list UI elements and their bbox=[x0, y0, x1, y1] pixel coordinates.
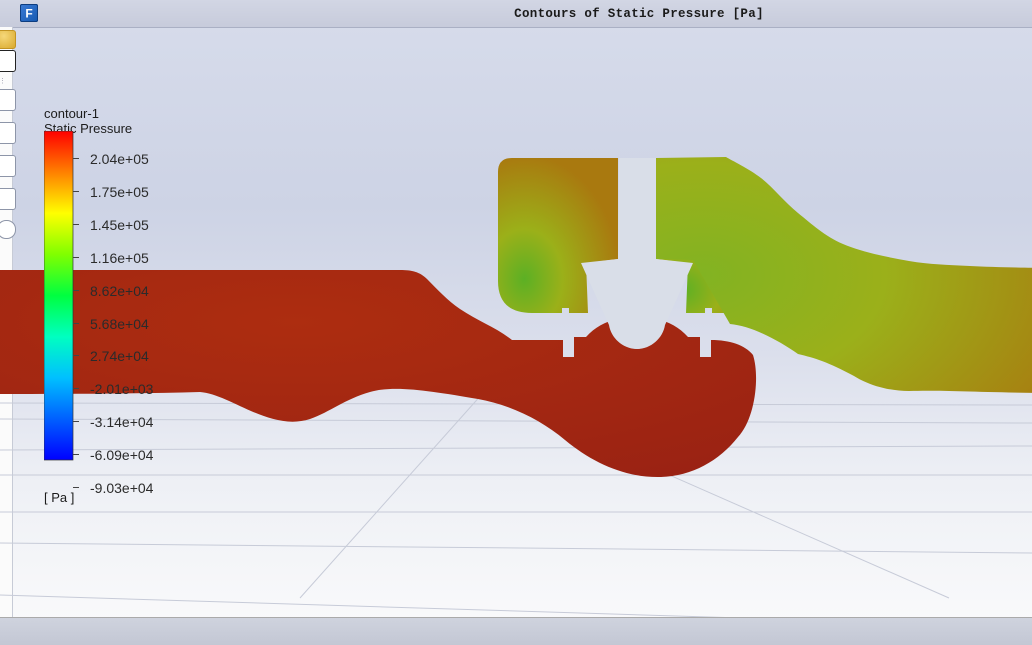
svg-text:F: F bbox=[25, 7, 32, 21]
